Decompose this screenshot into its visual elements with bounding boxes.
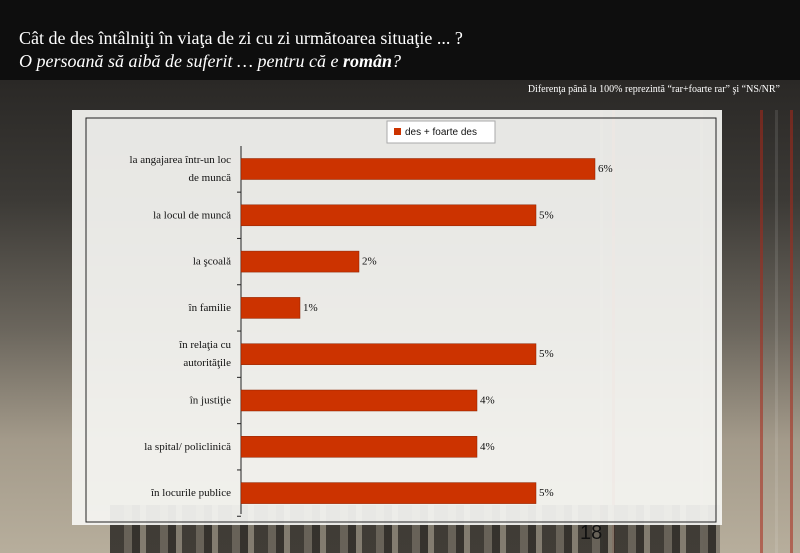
bar <box>240 250 360 273</box>
subtitle-prefix: O persoană să aibă de suferit … pentru c… <box>19 51 343 71</box>
bar-value-label: 4% <box>480 441 495 453</box>
legend-swatch <box>394 128 401 135</box>
bar <box>240 297 301 319</box>
bar <box>240 436 478 458</box>
legend-box <box>386 120 496 144</box>
bar-value-label: 5% <box>539 348 554 360</box>
bar-value-label: 5% <box>539 487 554 499</box>
category-label: în locurile publice <box>150 487 231 499</box>
plot-area-border <box>85 117 717 523</box>
category-label: la şcoală <box>193 256 231 268</box>
category-label: în justiţie <box>189 395 231 407</box>
slide-question: Cât de des întâlniţi în viaţa de zi cu z… <box>19 28 463 48</box>
background-stripe <box>760 110 763 553</box>
subtitle-suffix: ? <box>392 51 402 71</box>
slide-subtitle: O persoană să aibă de suferit … pentru c… <box>19 51 401 72</box>
subtitle-bold: român <box>342 51 393 71</box>
bar-value-label: 5% <box>539 209 554 221</box>
category-label: la angajarea într-un loc <box>130 154 232 166</box>
category-label: la locul de muncă <box>153 209 231 221</box>
title-bar: Cât de des întâlniţi în viaţa de zi cu z… <box>0 0 800 80</box>
category-label: autorităţile <box>183 357 231 369</box>
bar-value-label: 2% <box>362 256 377 268</box>
bar-value-label: 4% <box>480 395 495 407</box>
bar <box>240 158 596 180</box>
bar-value-label: 1% <box>303 302 318 314</box>
background-stripe <box>790 110 793 553</box>
footnote: Diferenţa până la 100% reprezintă “rar+f… <box>527 84 780 95</box>
category-label: în relaţia cu <box>178 339 231 351</box>
page-number: 18 <box>580 522 603 544</box>
bar-value-label: 6% <box>598 163 613 175</box>
category-label: în familie <box>188 302 232 314</box>
bar <box>240 204 537 227</box>
category-label: de muncă <box>189 172 232 184</box>
category-label: la spital/ policlinică <box>144 441 231 453</box>
bar <box>240 482 537 504</box>
bar <box>240 389 478 412</box>
background-stripe <box>775 110 778 553</box>
legend-label: des + foarte des <box>405 127 477 138</box>
bar <box>240 343 537 365</box>
